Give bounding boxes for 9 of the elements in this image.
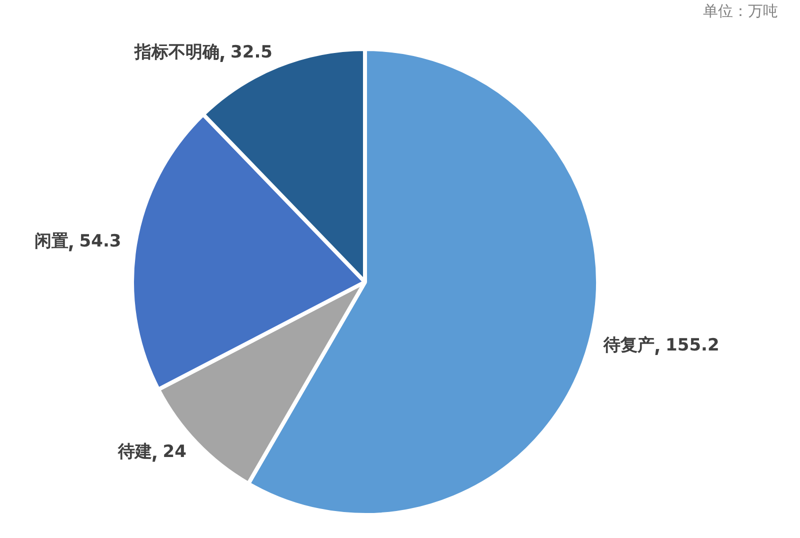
- slice-label: 待复产: [602, 335, 655, 356]
- data-label: 54.3: [79, 232, 122, 252]
- text: 单位：万吨: [703, 2, 778, 21]
- data-label: 32.5: [230, 42, 273, 62]
- slice-label: 指标不明确: [134, 42, 220, 62]
- data-label: 155.2: [666, 335, 720, 356]
- slice-label: 闲置: [34, 232, 68, 252]
- data-label: 24: [162, 442, 187, 462]
- slice-label: 待建: [116, 442, 152, 462]
